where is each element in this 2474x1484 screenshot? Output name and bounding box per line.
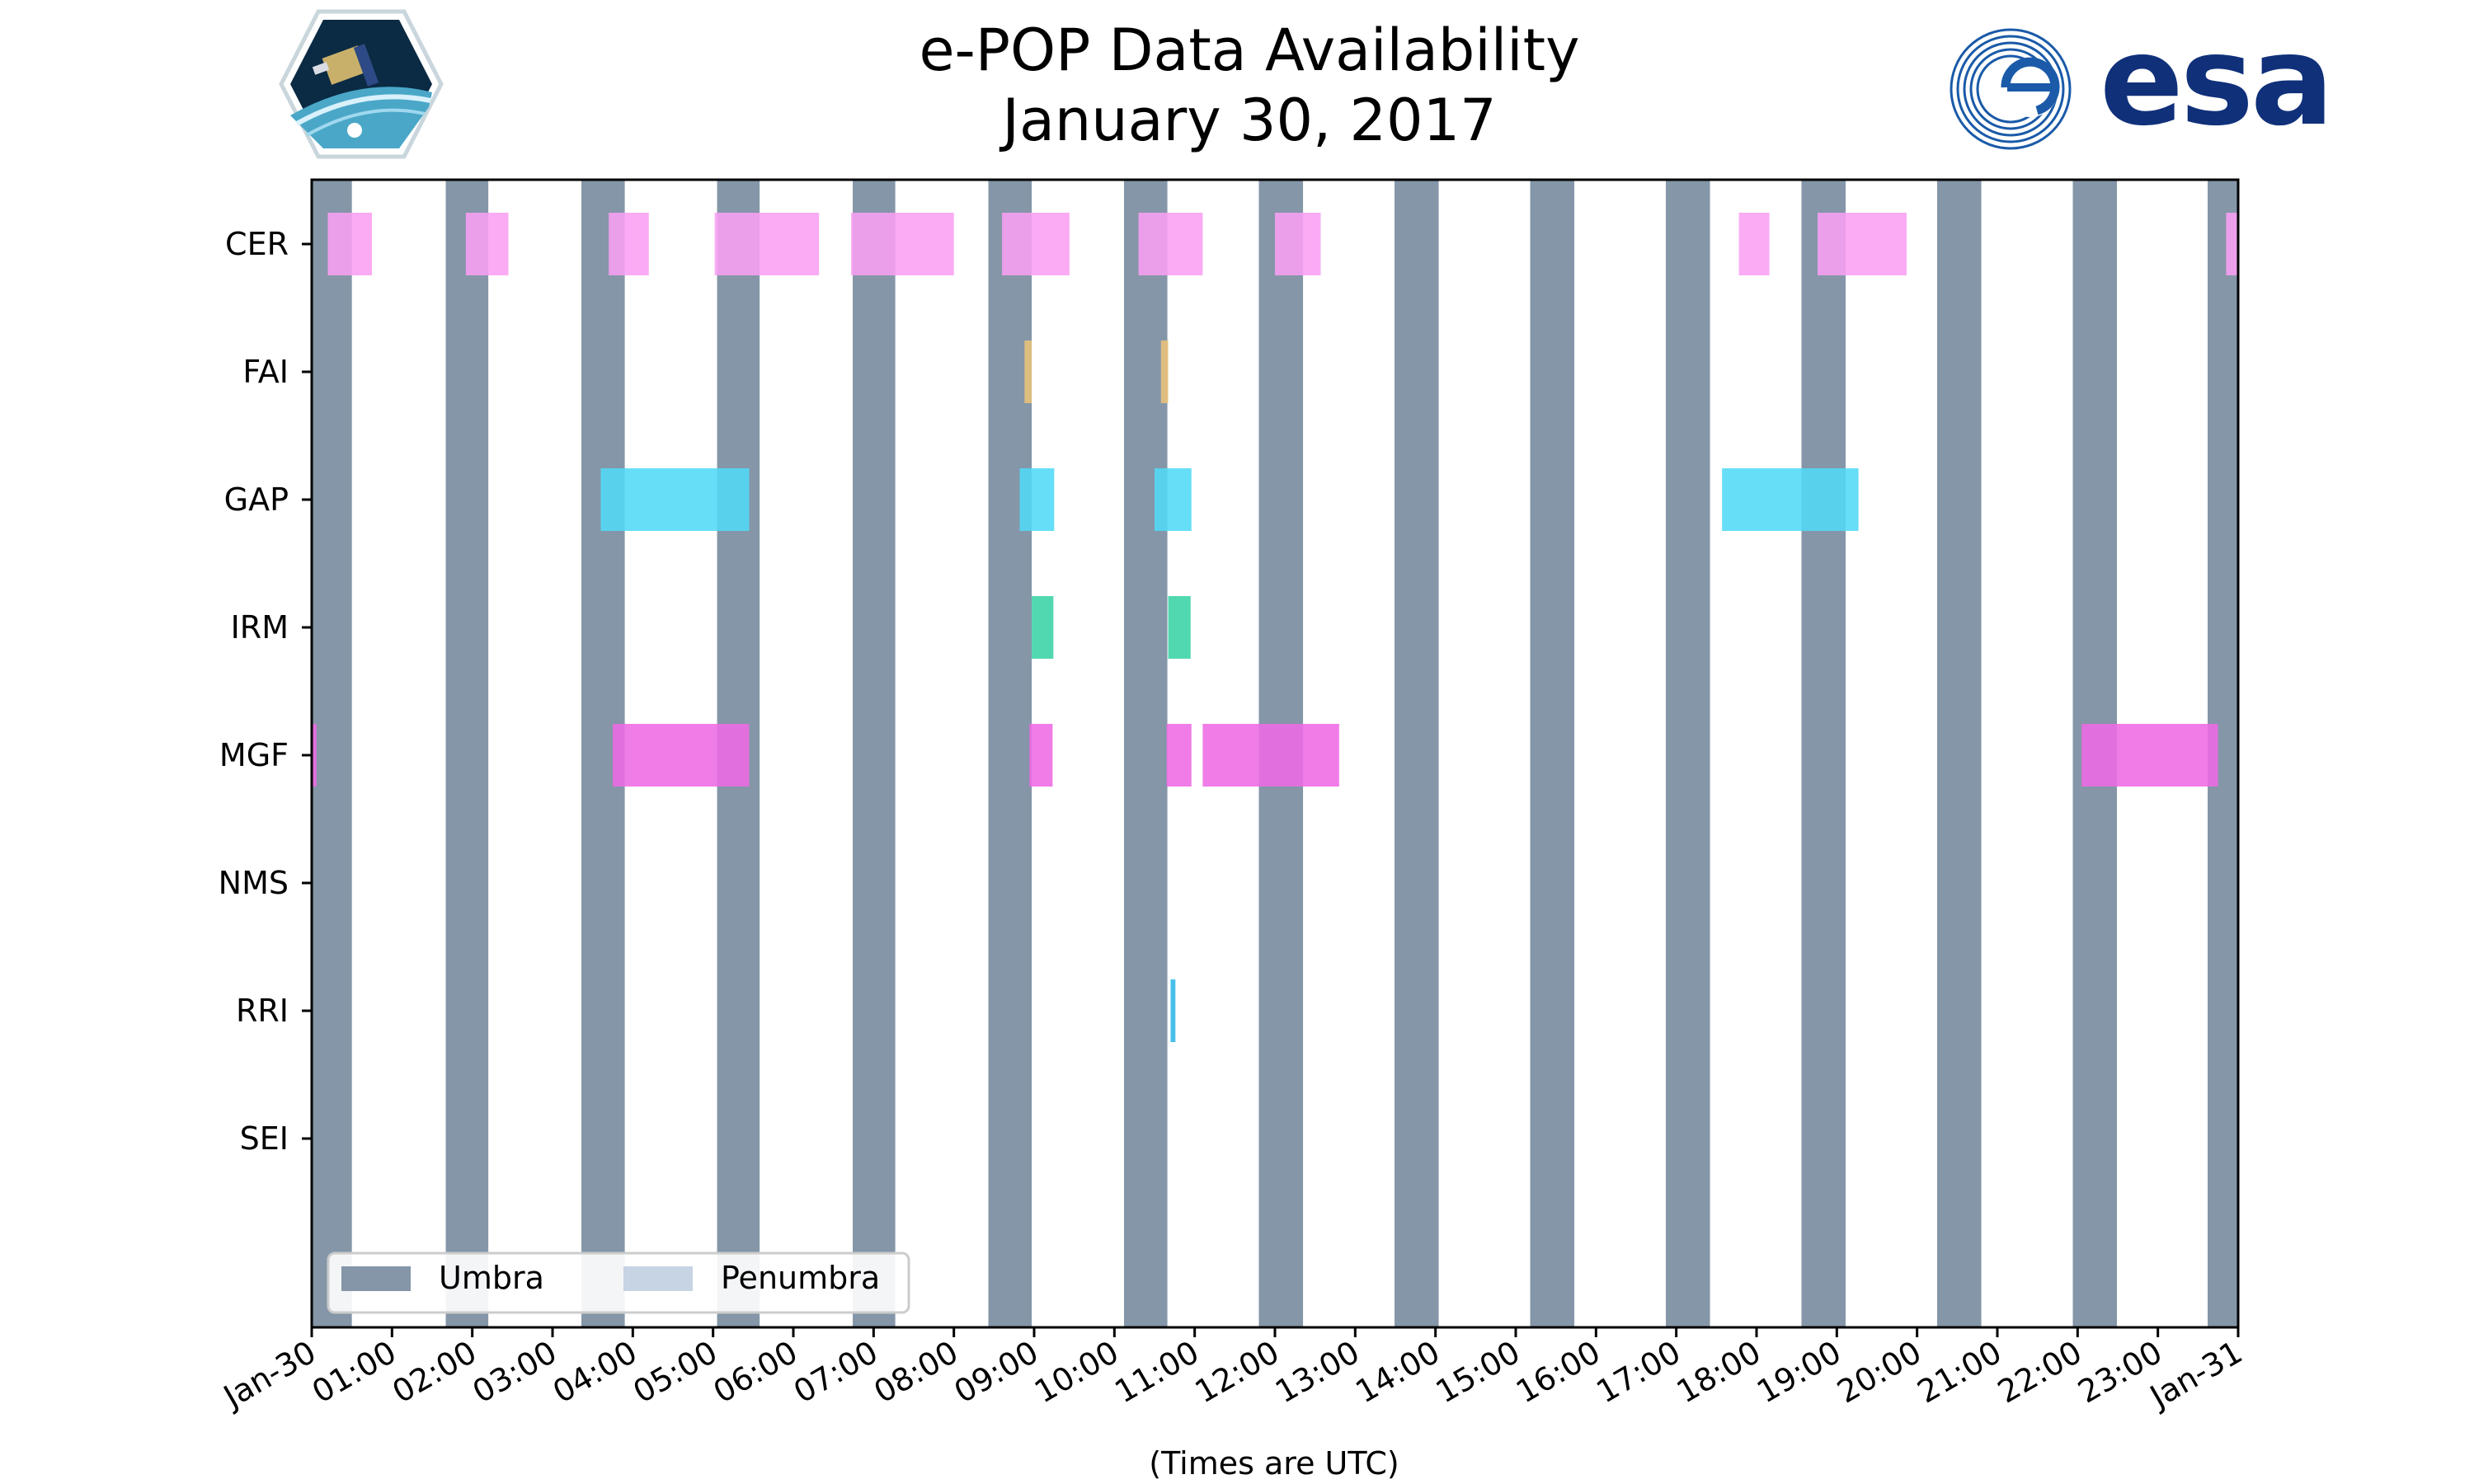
- segment-mgf-2: [1029, 724, 1053, 787]
- segment-cer-8: [1738, 213, 1770, 275]
- segment-cer-2: [609, 213, 649, 275]
- x-tick-label-22: 22:00: [1992, 1334, 2088, 1411]
- segment-gap-3: [1722, 468, 1859, 531]
- x-tick-label-6: 06:00: [708, 1334, 804, 1411]
- x-tick-label-1: 01:00: [306, 1334, 402, 1411]
- segment-cer-5: [1002, 213, 1070, 275]
- y-axis: CER FAI GAP IRM MGF NMS RRI SEI: [219, 226, 312, 1157]
- x-tick-label-14: 14:00: [1349, 1334, 1446, 1411]
- y-tick-label-gap: GAP: [224, 481, 289, 518]
- umbra-band-12: [1937, 180, 1982, 1327]
- chart-subtitle: January 30, 2017: [999, 87, 1496, 154]
- x-tick-label-16: 16:00: [1510, 1334, 1606, 1411]
- segment-cer-9: [1817, 213, 1907, 275]
- segment-irm-0: [1032, 596, 1054, 659]
- x-tick-label-9: 09:00: [948, 1334, 1045, 1411]
- x-axis-label: (Times are UTC): [1149, 1445, 1399, 1482]
- x-tick-label-3: 03:00: [467, 1334, 563, 1411]
- x-tick-label-17: 17:00: [1590, 1334, 1686, 1411]
- y-tick-label-nms: NMS: [219, 865, 289, 901]
- segment-cer-3: [714, 213, 820, 275]
- segment-mgf-3: [1166, 724, 1192, 787]
- x-tick-label-11: 11:00: [1108, 1334, 1205, 1411]
- segment-rri-0: [1170, 979, 1176, 1042]
- y-tick-label-cer: CER: [225, 226, 289, 262]
- y-tick-label-rri: RRI: [236, 993, 289, 1029]
- x-tick-label-21: 21:00: [1912, 1334, 2008, 1411]
- segment-mgf-5: [2081, 724, 2218, 787]
- x-axis: Jan-3001:0002:0003:0004:0005:0006:0007:0…: [216, 1327, 2249, 1416]
- umbra-band-9: [1530, 180, 1575, 1327]
- segment-cer-10: [2226, 213, 2238, 275]
- x-tick-label-20: 20:00: [1831, 1334, 1927, 1411]
- x-tick-label-2: 02:00: [386, 1334, 482, 1411]
- legend-umbra-label: Umbra: [439, 1260, 544, 1296]
- legend: Umbra Penumbra: [327, 1252, 910, 1314]
- umbra-band-10: [1666, 180, 1710, 1327]
- x-tick-label-24: Jan-31: [2142, 1334, 2248, 1416]
- segment-cer-7: [1275, 213, 1321, 275]
- segment-mgf-0: [312, 724, 317, 787]
- umbra-band-8: [1395, 180, 1439, 1327]
- cassiope-logo: CASSIOPE: [279, 9, 444, 159]
- x-tick-label-10: 10:00: [1028, 1334, 1125, 1411]
- legend-penumbra-swatch: [623, 1266, 693, 1291]
- y-tick-label-sei: SEI: [240, 1120, 289, 1157]
- umbra-band-6: [1124, 180, 1168, 1327]
- esa-logo-text: esa: [2100, 10, 2331, 153]
- x-tick-label-0: Jan-30: [216, 1334, 322, 1416]
- plot-area: CER FAI GAP IRM MGF NMS RRI SEI Jan-3001:0002:0…: [216, 178, 2249, 1416]
- x-tick-label-4: 04:00: [547, 1334, 643, 1411]
- x-tick-label-13: 13:00: [1269, 1334, 1366, 1411]
- umbra-band-1: [445, 180, 489, 1327]
- segment-irm-1: [1168, 596, 1191, 659]
- segment-gap-2: [1155, 468, 1192, 531]
- data-segments: [312, 213, 2238, 1042]
- y-tick-label-irm: IRM: [231, 609, 289, 646]
- legend-umbra-swatch: [341, 1266, 411, 1291]
- legend-box: [327, 1252, 910, 1314]
- segment-cer-4: [851, 213, 954, 275]
- segment-cer-0: [327, 213, 372, 275]
- x-tick-label-12: 12:00: [1189, 1334, 1286, 1411]
- chart-title: e-POP Data Availability: [919, 16, 1579, 84]
- x-tick-label-18: 18:00: [1671, 1334, 1767, 1411]
- legend-penumbra-label: Penumbra: [721, 1260, 880, 1296]
- umbra-band-4: [853, 180, 896, 1327]
- segment-mgf-4: [1202, 724, 1339, 787]
- segment-cer-6: [1138, 213, 1203, 275]
- umbra-band-11: [1801, 180, 1846, 1327]
- x-tick-label-19: 19:00: [1751, 1334, 1847, 1411]
- y-tick-label-mgf: MGF: [219, 737, 289, 773]
- segment-gap-0: [600, 468, 750, 531]
- segment-fai-0: [1024, 340, 1032, 403]
- x-tick-label-5: 05:00: [627, 1334, 723, 1411]
- x-tick-label-8: 08:00: [868, 1334, 964, 1411]
- segment-cer-1: [465, 213, 509, 275]
- x-tick-label-15: 15:00: [1430, 1334, 1526, 1411]
- umbra-band-0: [312, 180, 352, 1327]
- x-tick-label-7: 07:00: [788, 1334, 884, 1411]
- segment-fai-1: [1160, 340, 1169, 403]
- segment-mgf-1: [613, 724, 750, 787]
- y-tick-label-fai: FAI: [242, 354, 289, 390]
- esa-logo: esa: [1950, 10, 2334, 153]
- cassiope-logo-text: CASSIOPE: [339, 139, 384, 149]
- segment-gap-1: [1019, 468, 1055, 531]
